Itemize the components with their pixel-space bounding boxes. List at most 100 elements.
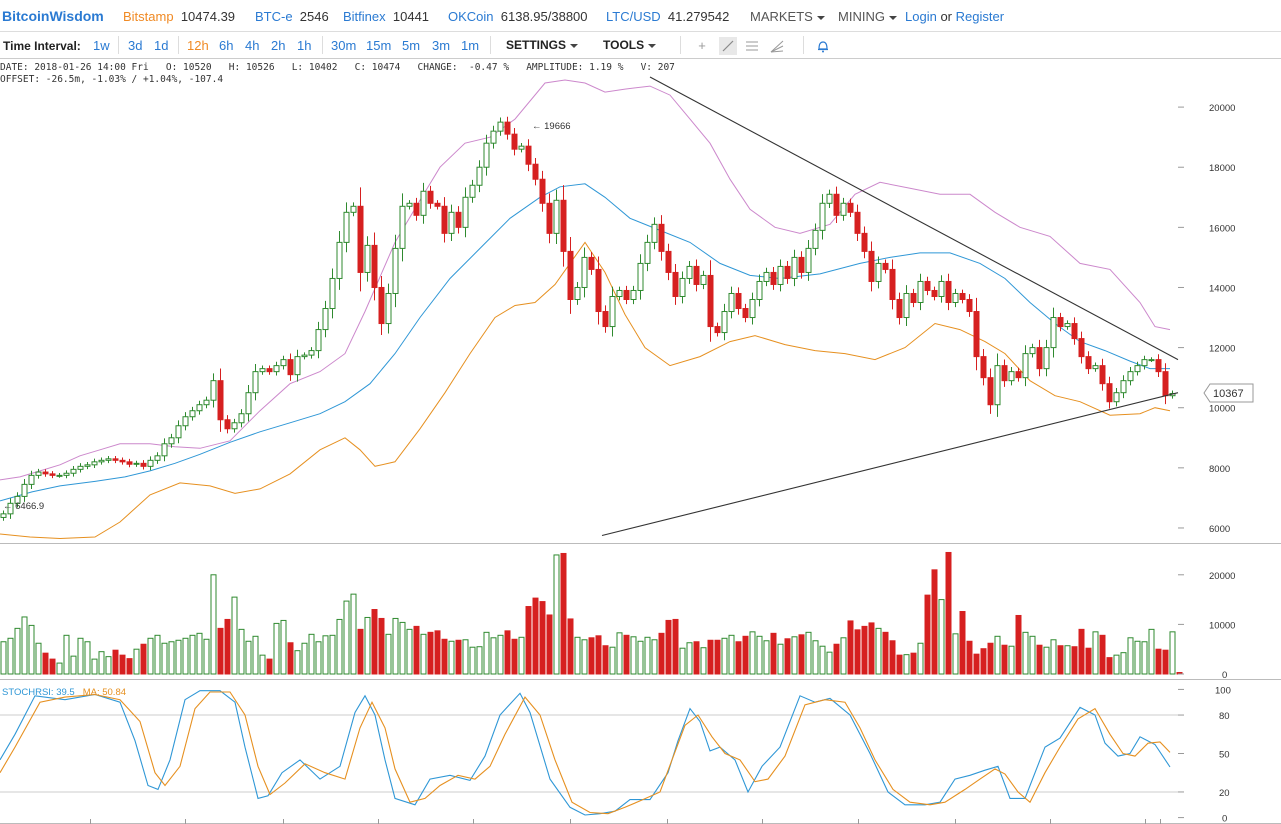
candle-body bbox=[1120, 380, 1127, 394]
candle-body bbox=[420, 190, 427, 216]
volume-bar bbox=[994, 635, 1001, 675]
volume-bar bbox=[847, 620, 854, 675]
trendlines[interactable] bbox=[601, 76, 1179, 537]
upper-band-line bbox=[0, 79, 1171, 481]
interval-15m[interactable]: 15m bbox=[366, 38, 392, 53]
interval-1h[interactable]: 1h bbox=[297, 38, 312, 53]
candle-body bbox=[1148, 359, 1155, 362]
interval-6h[interactable]: 6h bbox=[219, 38, 234, 53]
candle-body bbox=[273, 365, 280, 373]
ticker-btc-e[interactable]: BTC-e 2546 bbox=[255, 9, 329, 24]
volume-bar bbox=[490, 637, 497, 675]
volume-bar bbox=[308, 633, 315, 675]
volume-bar bbox=[854, 629, 861, 675]
candle-body bbox=[189, 410, 196, 418]
candle-body bbox=[560, 199, 567, 252]
volume-bar bbox=[644, 636, 651, 675]
volume-bar bbox=[875, 627, 882, 675]
markets-menu[interactable]: MARKETS bbox=[750, 9, 825, 24]
ticker-bitfinex[interactable]: Bitfinex 10441 bbox=[343, 9, 429, 24]
volume-bar bbox=[966, 640, 973, 675]
volume-tick-label: 10000 bbox=[1209, 620, 1235, 631]
candle-body bbox=[427, 190, 434, 204]
divider bbox=[803, 36, 804, 54]
volume-bar bbox=[413, 625, 420, 675]
volume-bar bbox=[1148, 628, 1155, 675]
volume-bar bbox=[959, 611, 966, 675]
ticker-name: OKCoin bbox=[448, 9, 494, 24]
settings-menu[interactable]: SETTINGS bbox=[506, 38, 579, 52]
tools-menu[interactable]: TOOLS bbox=[603, 38, 657, 52]
volume-bar bbox=[658, 632, 665, 675]
stoch-tick-label: 50 bbox=[1219, 750, 1230, 761]
candle-body bbox=[630, 289, 637, 300]
ticker-ltc-usd[interactable]: LTC/USD 41.279542 bbox=[606, 9, 729, 24]
line-tool-icon[interactable] bbox=[719, 37, 737, 55]
candle-body bbox=[343, 211, 350, 243]
bell-icon[interactable] bbox=[814, 37, 832, 55]
candle-body bbox=[441, 205, 448, 234]
volume-bar bbox=[35, 642, 42, 675]
volume-bar bbox=[749, 631, 756, 675]
interval-1d[interactable]: 1d bbox=[154, 38, 169, 53]
candle-body bbox=[175, 425, 182, 439]
candle-body bbox=[28, 474, 35, 485]
interval-5m[interactable]: 5m bbox=[402, 38, 421, 53]
candle-body bbox=[672, 271, 679, 297]
interval-1w[interactable]: 1w bbox=[93, 38, 110, 53]
volume-bar bbox=[406, 628, 413, 675]
candle-body bbox=[455, 211, 462, 228]
volume-bar bbox=[539, 601, 546, 675]
candle-body bbox=[1015, 371, 1022, 379]
interval-1m[interactable]: 1m bbox=[461, 38, 480, 53]
candle-body bbox=[714, 326, 721, 334]
candle-body bbox=[1141, 359, 1148, 367]
mining-menu[interactable]: MINING bbox=[838, 9, 897, 24]
interval-30m[interactable]: 30m bbox=[331, 38, 357, 53]
candle-body bbox=[399, 205, 406, 249]
candle-body bbox=[161, 443, 168, 457]
candle-body bbox=[140, 462, 147, 467]
candle-info: DATE: 2018-01-26 14:00 Fri O: 10520 H: 1… bbox=[0, 62, 675, 86]
candle-body bbox=[105, 458, 112, 461]
bollinger-bands bbox=[0, 79, 1171, 540]
last-price-tag: 10367 bbox=[1203, 383, 1254, 403]
volume-bar bbox=[1064, 645, 1071, 675]
fan-tool-icon[interactable] bbox=[768, 37, 786, 55]
register-link[interactable]: Register bbox=[955, 9, 1005, 24]
volume-bar bbox=[133, 648, 140, 675]
candle-body bbox=[245, 392, 252, 415]
interval-3d[interactable]: 3d bbox=[128, 38, 143, 53]
candle-body bbox=[931, 289, 938, 297]
ticker-price: 10441 bbox=[392, 9, 430, 24]
volume-bar bbox=[336, 618, 343, 675]
fib-lines-icon[interactable] bbox=[743, 37, 761, 55]
volume-bar bbox=[1022, 631, 1029, 675]
interval-4h[interactable]: 4h bbox=[245, 38, 260, 53]
interval-3m[interactable]: 3m bbox=[432, 38, 451, 53]
stochrsi-line bbox=[0, 690, 1171, 816]
ticker-okcoin[interactable]: OKCoin 6138.95/38800 bbox=[448, 9, 588, 24]
ticker-bitstamp[interactable]: Bitstamp 10474.39 bbox=[123, 9, 235, 24]
candle-body bbox=[1134, 365, 1141, 373]
divider bbox=[680, 36, 681, 54]
candle-body bbox=[196, 404, 203, 412]
chart-area[interactable]: 6000 8000 10000 12000 14000 16000 18000 20000 0 1… bbox=[0, 59, 1281, 824]
interval-2h[interactable]: 2h bbox=[271, 38, 286, 53]
volume-bar bbox=[217, 627, 224, 675]
ma-value: 50.84 bbox=[102, 687, 126, 698]
candle-body bbox=[1078, 338, 1085, 358]
crosshair-icon[interactable]: + bbox=[698, 38, 706, 53]
volume-bar bbox=[266, 658, 273, 675]
brand-logo[interactable]: BitcoinWisdom bbox=[2, 8, 104, 24]
divider bbox=[178, 36, 179, 54]
candle-body bbox=[497, 121, 504, 132]
candle-body bbox=[798, 256, 805, 273]
candle-body bbox=[252, 371, 259, 394]
candle-body bbox=[70, 468, 77, 474]
volume-bar bbox=[553, 554, 560, 675]
interval-12h[interactable]: 12h bbox=[187, 38, 209, 53]
login-link[interactable]: Login bbox=[905, 9, 937, 24]
candle-body bbox=[959, 292, 966, 300]
candle-body bbox=[938, 280, 945, 297]
